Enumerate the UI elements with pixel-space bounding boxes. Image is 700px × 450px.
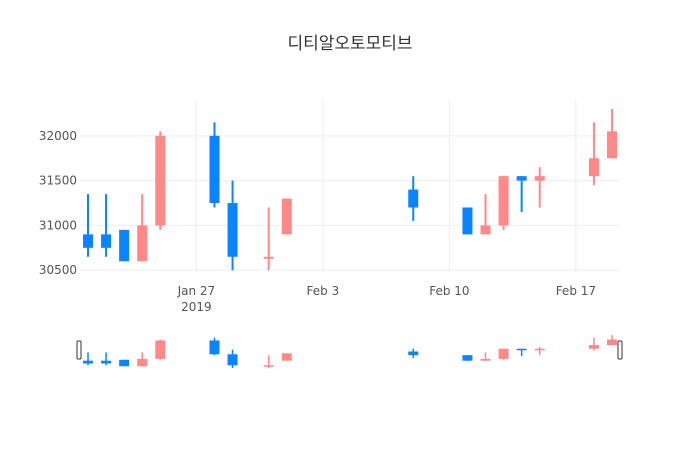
y-axis: 30500 31000 31500 32000: [39, 129, 77, 277]
candle[interactable]: [498, 176, 509, 230]
candle[interactable]: [209, 122, 220, 208]
candle[interactable]: [119, 229, 130, 262]
x-tick-label: Feb 10: [429, 284, 469, 298]
mini-candle: [83, 352, 93, 366]
x-tick-label: Feb 3: [307, 284, 340, 298]
x-tick-label: Jan 27: [177, 284, 216, 298]
candle-body: [119, 229, 130, 262]
candle-body: [607, 131, 617, 159]
mini-candle-body: [607, 339, 617, 346]
mini-candle: [462, 355, 473, 361]
candle[interactable]: [155, 131, 166, 230]
candle-body: [209, 135, 220, 204]
mini-candle: [480, 352, 491, 361]
range-slider-candles: [83, 334, 617, 369]
candle[interactable]: [534, 167, 545, 208]
range-slider-left-handle[interactable]: [76, 340, 82, 360]
candle[interactable]: [462, 207, 473, 235]
gridlines: [80, 100, 620, 272]
candle-body: [101, 234, 112, 248]
mini-candle-body: [263, 365, 274, 367]
mini-candle: [119, 359, 130, 367]
mini-candle-body: [516, 348, 527, 351]
candle-body: [588, 158, 599, 177]
mini-candle: [516, 348, 527, 357]
x-tick-year-label: 2019: [181, 300, 212, 314]
y-tick-label: 30500: [39, 263, 77, 277]
candle-body: [137, 225, 148, 262]
candle[interactable]: [227, 180, 238, 271]
mini-candle-body: [209, 340, 220, 355]
mini-candle: [588, 337, 599, 351]
candle[interactable]: [101, 194, 112, 257]
candles[interactable]: [83, 108, 617, 271]
mini-candle-body: [119, 359, 130, 367]
mini-candle: [227, 349, 238, 369]
candle[interactable]: [480, 194, 491, 235]
candle-body: [408, 189, 419, 208]
mini-candle-body: [588, 345, 599, 349]
mini-candle-body: [83, 360, 93, 364]
candle-body: [534, 176, 545, 181]
mini-candle: [498, 348, 509, 360]
mini-candle-body: [462, 355, 473, 361]
range-slider-right-handle[interactable]: [617, 340, 623, 360]
candle[interactable]: [408, 176, 419, 221]
y-tick-label: 31500: [39, 174, 77, 188]
candle-body: [281, 198, 292, 235]
mini-candle: [209, 337, 220, 356]
candle-body: [83, 234, 93, 248]
mini-candle-body: [498, 348, 509, 359]
mini-candle: [408, 348, 419, 358]
mini-candle: [137, 352, 148, 367]
x-axis: Jan 27 2019 Feb 3 Feb 10 Feb 17: [177, 284, 596, 314]
x-tick-label: Feb 17: [556, 284, 596, 298]
mini-candle: [101, 352, 112, 366]
mini-candle: [607, 334, 617, 346]
mini-candle-body: [137, 358, 148, 367]
mini-candle: [281, 353, 292, 361]
candle[interactable]: [516, 176, 527, 212]
mini-candle-body: [155, 340, 166, 359]
candle-body: [498, 176, 509, 226]
candle[interactable]: [263, 207, 274, 271]
mini-candle-body: [281, 353, 292, 361]
mini-candle-body: [480, 358, 491, 361]
chart-title: 디티알오토모티브: [287, 34, 412, 54]
mini-candle-body: [408, 351, 419, 356]
candle[interactable]: [83, 194, 93, 257]
mini-candle-body: [534, 348, 545, 351]
candle[interactable]: [588, 122, 599, 186]
mini-candle: [263, 355, 274, 369]
range-slider[interactable]: [76, 334, 623, 369]
mini-candle: [155, 339, 166, 360]
candle[interactable]: [137, 194, 148, 262]
candle-body: [263, 256, 274, 259]
candle-body: [462, 207, 473, 235]
mini-candle: [534, 346, 545, 356]
y-tick-label: 31000: [39, 218, 77, 232]
mini-candle-body: [101, 360, 112, 364]
candle-body: [155, 135, 166, 226]
candle-body: [227, 203, 238, 257]
candle[interactable]: [607, 108, 617, 159]
candle[interactable]: [281, 198, 292, 235]
candle-body: [480, 225, 491, 235]
y-tick-label: 32000: [39, 129, 77, 143]
mini-candle-body: [227, 354, 238, 366]
candle-body: [516, 176, 527, 181]
